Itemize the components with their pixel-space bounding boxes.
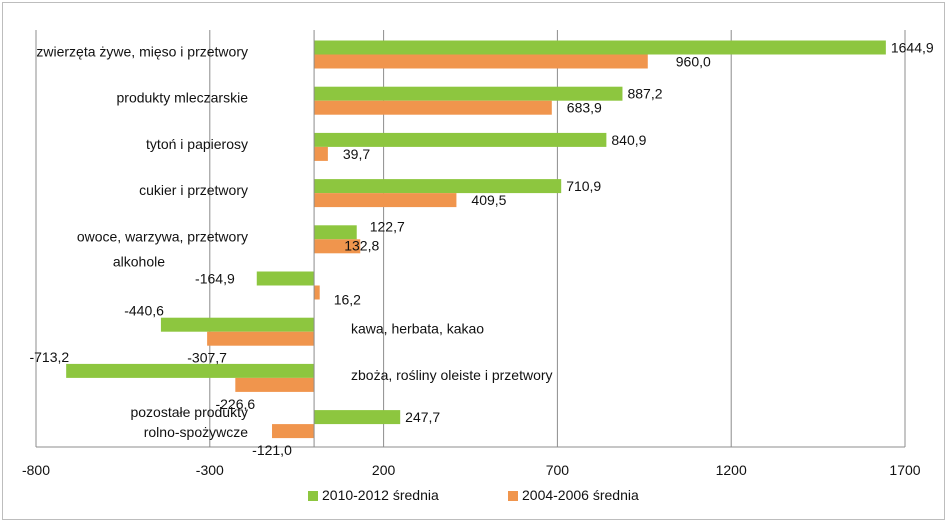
bar-2010-2012 <box>314 179 562 194</box>
category-label-line: tytoń i papierosy <box>146 136 248 152</box>
category-label-line: rolno-spożywcze <box>144 424 248 440</box>
x-axis: -800 -300 200 700 1200 1700 <box>22 30 921 478</box>
category-labels: zwierzęta żywe, mięso i przetwory produkt… <box>36 44 552 441</box>
value-label: 1644,9 <box>891 40 934 56</box>
bar-2010-2012 <box>314 40 886 55</box>
value-label: 710,9 <box>566 178 601 194</box>
value-label: 683,9 <box>567 100 602 116</box>
bar-2004-2006 <box>314 146 328 161</box>
value-label: 39,7 <box>343 146 370 162</box>
value-label: 887,2 <box>627 86 662 102</box>
x-tick-label: 1700 <box>889 462 920 478</box>
bar-2010-2012 <box>66 363 315 378</box>
category-label: zboża, rośliny oleiste i przetwory <box>351 367 553 383</box>
category-label-line: produkty mleczarskie <box>117 90 249 106</box>
x-tick-label: -300 <box>196 462 224 478</box>
bar-2004-2006 <box>314 285 320 300</box>
category-label-line: zwierzęta żywe, mięso i przetwory <box>36 44 248 60</box>
x-tick-label: 700 <box>546 462 570 478</box>
bar-2010-2012 <box>314 86 623 101</box>
legend-swatch-2004-2006 <box>508 491 518 501</box>
bar-2004-2006 <box>207 331 315 346</box>
bar-2010-2012 <box>314 132 607 147</box>
bars <box>66 40 886 439</box>
legend: 2010-2012 średnia 2004-2006 średnia <box>308 487 639 503</box>
value-label: 122,7 <box>370 218 405 234</box>
category-label: pozostałe produkty rolno-spożywcze <box>130 404 248 440</box>
category-label-line: alkohole <box>113 254 165 270</box>
category-label: tytoń i papierosy <box>146 136 248 152</box>
x-tick-label: 200 <box>372 462 396 478</box>
bar-2004-2006 <box>314 193 457 208</box>
category-label: kawa, herbata, kakao <box>351 321 484 337</box>
value-label: 960,0 <box>676 54 711 70</box>
value-label: -713,2 <box>29 349 69 365</box>
category-label-line: zboża, rośliny oleiste i przetwory <box>351 367 553 383</box>
value-label: -121,0 <box>252 442 292 458</box>
value-label: 132,8 <box>344 237 379 253</box>
x-tick-label: 1200 <box>716 462 747 478</box>
value-label: 16,2 <box>334 292 361 308</box>
category-label: alkohole <box>113 254 165 270</box>
legend-swatch-2010-2012 <box>308 491 318 501</box>
value-label: -164,9 <box>195 271 235 287</box>
category-label: cukier i przetwory <box>139 182 248 198</box>
bar-2004-2006 <box>314 239 361 254</box>
bar-2004-2006 <box>314 54 648 69</box>
category-label-line: kawa, herbata, kakao <box>351 321 484 337</box>
value-label: -440,6 <box>124 303 164 319</box>
bar-2004-2006 <box>272 424 315 439</box>
category-label: produkty mleczarskie <box>117 90 249 106</box>
bar-2010-2012 <box>314 225 357 240</box>
bar-2010-2012 <box>160 317 315 332</box>
value-label: -307,7 <box>187 350 227 366</box>
value-label: 840,9 <box>611 132 646 148</box>
value-label: 409,5 <box>471 192 506 208</box>
category-label-line: pozostałe produkty <box>130 404 248 420</box>
category-label-line: owoce, warzywa, przetwory <box>77 228 248 244</box>
category-label: zwierzęta żywe, mięso i przetwory <box>36 44 248 60</box>
value-label: 247,7 <box>405 409 440 425</box>
data-labels: 1644,9 960,0 887,2 683,9 840,9 39,7 710,9 409,5… <box>29 40 933 459</box>
bar-2004-2006 <box>235 377 315 392</box>
bar-2010-2012 <box>256 271 315 286</box>
legend-label-2010-2012: 2010-2012 średnia <box>322 487 439 503</box>
x-tick-label: -800 <box>22 462 50 478</box>
bar-2010-2012 <box>314 410 401 425</box>
category-label-line: cukier i przetwory <box>139 182 248 198</box>
bar-2004-2006 <box>314 100 552 115</box>
value-label: -226,6 <box>215 396 255 412</box>
legend-label-2004-2006: 2004-2006 średnia <box>522 487 639 503</box>
category-label: owoce, warzywa, przetwory <box>77 228 248 244</box>
